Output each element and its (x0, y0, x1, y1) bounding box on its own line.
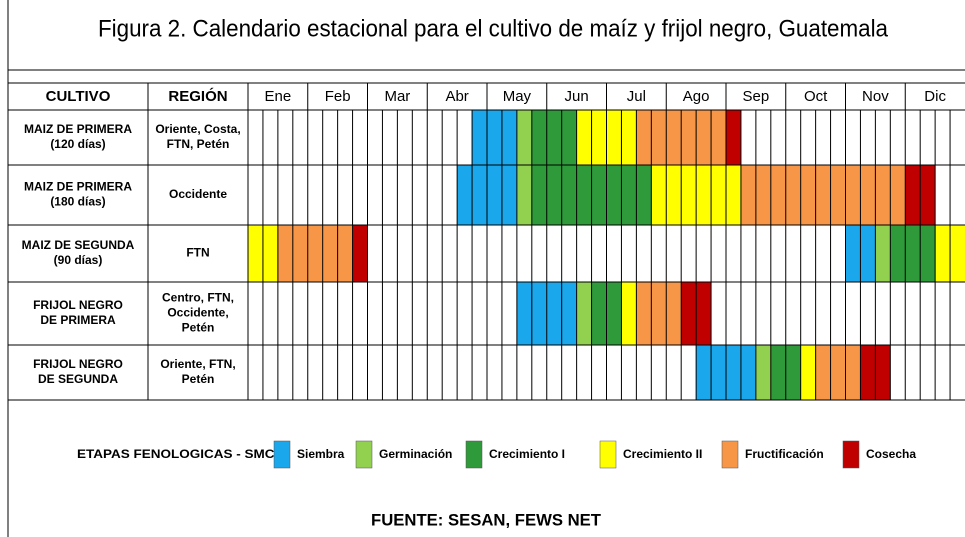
legend-text: Crecimiento II (623, 447, 702, 461)
month-header: May (503, 88, 532, 105)
title: Figura 2. Calendario estacional para el … (98, 15, 889, 42)
region-text: Petén (182, 321, 215, 335)
crop-text: FRIJOL NEGRO (33, 298, 123, 312)
month-header: Nov (862, 88, 889, 105)
stage-bar (576, 282, 592, 345)
region-text: FTN, Petén (167, 137, 230, 151)
stage-bar (516, 110, 532, 165)
region-text: Occidente (169, 187, 227, 201)
crop-text: DE PRIMERA (40, 313, 116, 327)
stage-bar (621, 282, 637, 345)
stage-bar (875, 225, 891, 282)
region-text: FTN (186, 246, 209, 260)
crop-text: (120 días) (50, 137, 105, 151)
region-text: Oriente, FTN, (160, 357, 235, 371)
stage-bar (531, 110, 577, 165)
month-header: Abr (445, 88, 468, 105)
stage-bar (726, 110, 741, 165)
legend-swatch (599, 440, 617, 469)
month-header: Jun (565, 88, 589, 105)
region-text: Occidente, (167, 306, 228, 320)
crop-text: MAIZ DE SEGUNDA (22, 238, 135, 252)
legend-swatch (465, 440, 483, 469)
legend-swatch (721, 440, 739, 469)
table: CULTIVO REGIÓN Ene Feb Mar Abr May Jun Jul Ago Sep… (7, 82, 965, 401)
crop-text: (90 días) (54, 253, 103, 267)
month-header: Jul (627, 88, 646, 105)
stage-bar (815, 345, 861, 400)
month-header: Dic (924, 88, 946, 105)
crop-text: (180 días) (50, 195, 105, 209)
legend-text: Siembra (297, 447, 345, 461)
legend-swatch (273, 440, 291, 469)
stage-bar (277, 225, 353, 282)
legend-swatch (355, 440, 373, 469)
region-text: Centro, FTN, (162, 291, 234, 305)
crop-text: DE SEGUNDA (38, 372, 118, 386)
month-header: Ene (265, 88, 292, 105)
stage-bar (890, 225, 936, 282)
month-header: Sep (743, 88, 770, 105)
month-header: Mar (384, 88, 410, 105)
crop-text: FRIJOL NEGRO (33, 357, 123, 371)
month-header: Feb (325, 88, 351, 105)
legend-text: Cosecha (866, 447, 916, 461)
legend-text: Fructificación (745, 447, 824, 461)
legend: ETAPAS FENOLOGICAS - SMC- Siembra Germinac… (77, 440, 916, 469)
column-header: CULTIVO (46, 88, 111, 105)
stage-bar (472, 110, 517, 165)
region-text: Oriente, Costa, (155, 122, 240, 136)
crop-text: MAIZ DE PRIMERA (24, 180, 132, 194)
stage-bar (352, 225, 368, 282)
source: FUENTE: SESAN, FEWS NET (371, 510, 602, 529)
month-header: Ago (683, 88, 710, 105)
stage-bar (755, 345, 771, 400)
legend-label: ETAPAS FENOLOGICAS - SMC- (77, 447, 279, 461)
stage-bar (636, 282, 682, 345)
crop-text: MAIZ DE PRIMERA (24, 122, 132, 136)
legend-text: Crecimiento I (489, 447, 565, 461)
stage-bar (740, 165, 906, 225)
legend-swatch (842, 440, 860, 469)
legend-text: Germinación (379, 447, 452, 461)
stage-bar (516, 165, 532, 225)
month-header: Oct (804, 88, 828, 105)
column-header: REGIÓN (168, 87, 227, 105)
stage-bar (800, 345, 816, 400)
region-text: Petén (182, 372, 215, 386)
